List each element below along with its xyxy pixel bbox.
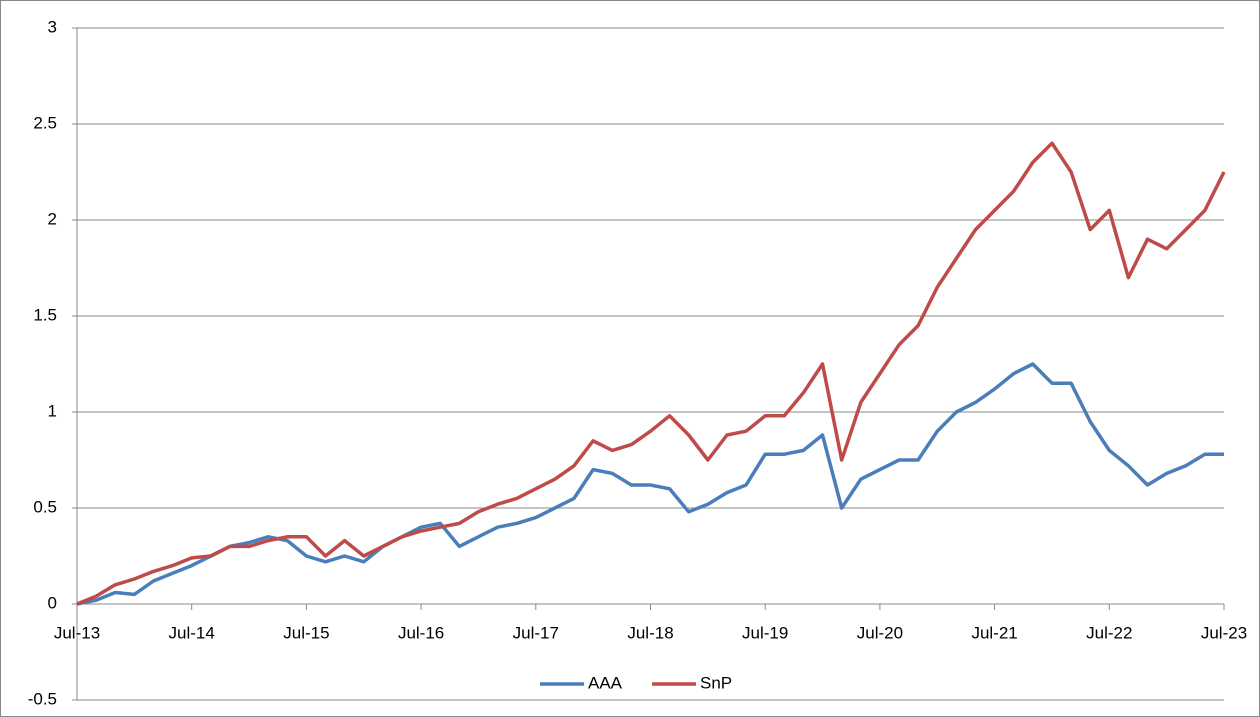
x-tick-label: Jul-21: [971, 623, 1017, 642]
x-tick-label: Jul-19: [742, 623, 788, 642]
y-tick-label: 2: [48, 209, 57, 228]
legend-label: AAA: [588, 673, 623, 692]
x-tick-label: Jul-18: [627, 623, 673, 642]
series-line: [76, 362, 1224, 606]
y-tick-label: 3: [48, 17, 57, 36]
y-tick-label: 2.5: [33, 113, 57, 132]
y-tick-label: 1: [48, 401, 57, 420]
y-tick-label: -0.5: [28, 689, 57, 708]
y-tick-label: 0: [48, 593, 57, 612]
x-tick-label: Jul-16: [398, 623, 444, 642]
x-tick-label: Jul-23: [1201, 623, 1247, 642]
x-tick-label: Jul-17: [513, 623, 559, 642]
legend-label: SnP: [700, 673, 732, 692]
x-tick-label: Jul-15: [283, 623, 329, 642]
x-tick-label: Jul-14: [169, 623, 215, 642]
y-tick-label: 1.5: [33, 305, 57, 324]
x-tick-label: Jul-13: [54, 623, 100, 642]
x-tick-label: Jul-22: [1086, 623, 1132, 642]
x-tick-label: Jul-20: [857, 623, 903, 642]
series-line: [76, 141, 1226, 606]
y-tick-label: 0.5: [33, 497, 57, 516]
